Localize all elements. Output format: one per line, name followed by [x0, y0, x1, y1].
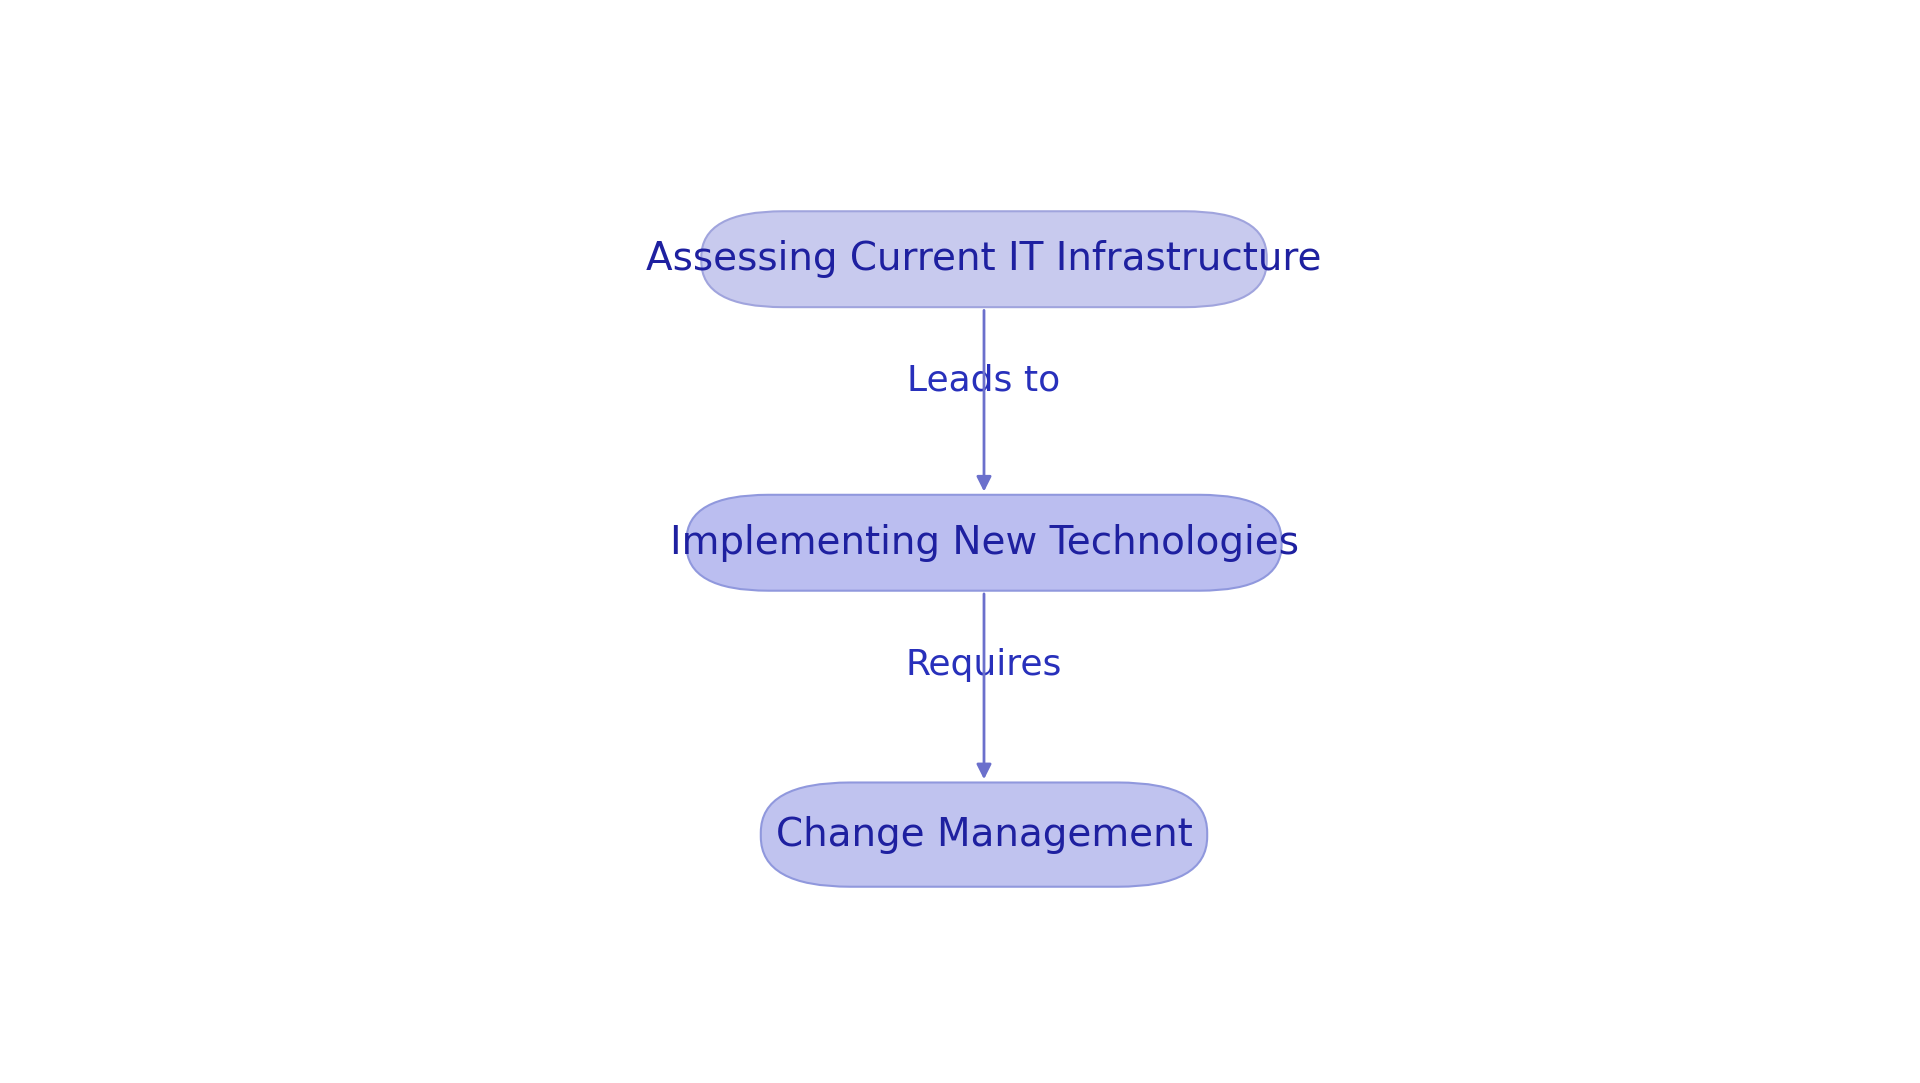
- Text: Requires: Requires: [906, 649, 1062, 682]
- FancyBboxPatch shape: [760, 783, 1208, 887]
- FancyBboxPatch shape: [701, 211, 1267, 308]
- Text: Change Management: Change Management: [776, 815, 1192, 853]
- Text: Leads to: Leads to: [908, 363, 1060, 397]
- FancyBboxPatch shape: [687, 495, 1283, 590]
- Text: Implementing New Technologies: Implementing New Technologies: [670, 524, 1298, 562]
- Text: Assessing Current IT Infrastructure: Assessing Current IT Infrastructure: [647, 240, 1321, 278]
